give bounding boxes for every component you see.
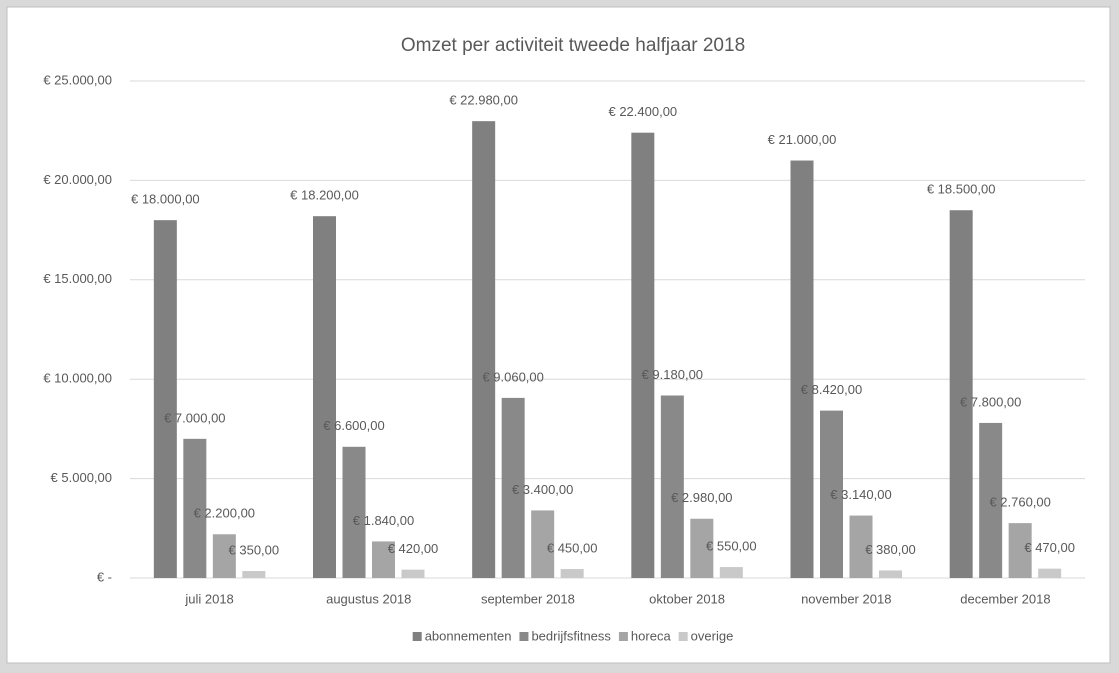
- y-tick-label: € -: [97, 569, 112, 584]
- data-label: € 1.840,00: [353, 513, 414, 528]
- bar: [531, 510, 555, 578]
- data-label: € 18.200,00: [290, 188, 359, 203]
- bar: [949, 210, 973, 578]
- data-label: € 7.000,00: [164, 410, 225, 425]
- bar: [979, 422, 1003, 578]
- bar: [342, 446, 366, 578]
- bar: [660, 395, 684, 578]
- chart-title: Omzet per activiteit tweede halfjaar 201…: [401, 35, 745, 56]
- data-label: € 550,00: [706, 539, 757, 554]
- bar: [1008, 523, 1032, 578]
- y-tick-label: € 25.000,00: [43, 72, 112, 87]
- bar: [820, 410, 843, 578]
- y-tick-label: € 15.000,00: [43, 271, 112, 286]
- data-label: € 7.800,00: [960, 394, 1021, 409]
- bar: [372, 541, 395, 578]
- data-label: € 350,00: [229, 542, 280, 557]
- bar: [313, 216, 336, 578]
- bar: [153, 220, 177, 578]
- x-tick-label: december 2018: [960, 591, 1050, 606]
- data-label: € 9.180,00: [642, 367, 703, 382]
- data-label: € 470,00: [1024, 540, 1075, 555]
- bar: [849, 515, 873, 578]
- data-label: € 2.760,00: [989, 495, 1050, 510]
- legend-swatch: [519, 632, 529, 641]
- data-label: € 6.600,00: [323, 418, 384, 433]
- bar: [183, 438, 207, 578]
- bar: [690, 518, 714, 578]
- x-tick-label: november 2018: [801, 591, 891, 606]
- data-label: € 2.980,00: [671, 490, 732, 505]
- data-label: € 3.400,00: [512, 482, 573, 497]
- bar: [501, 397, 525, 578]
- data-label: € 450,00: [547, 540, 598, 555]
- bar: [790, 160, 814, 578]
- y-tick-label: € 20.000,00: [43, 172, 112, 187]
- data-label: € 18.000,00: [131, 192, 200, 207]
- x-tick-label: augustus 2018: [326, 591, 411, 606]
- x-tick-label: oktober 2018: [649, 591, 725, 606]
- legend-swatch: [618, 632, 628, 641]
- bar: [719, 567, 743, 578]
- legend-label: bedrijfsfitness: [531, 628, 611, 643]
- y-tick-label: € 5.000,00: [51, 470, 112, 485]
- data-label: € 22.980,00: [449, 93, 518, 108]
- legend-label: horeca: [631, 628, 672, 643]
- data-label: € 9.060,00: [482, 369, 543, 384]
- data-label: € 8.420,00: [801, 382, 862, 397]
- legend-label: overige: [691, 628, 734, 643]
- bar: [472, 121, 496, 579]
- x-tick-label: juli 2018: [184, 591, 233, 606]
- legend-swatch: [678, 632, 688, 641]
- bar: [401, 569, 425, 578]
- data-label: € 22.400,00: [608, 104, 677, 119]
- legend-label: abonnementen: [425, 628, 512, 643]
- data-label: € 3.140,00: [830, 487, 891, 502]
- data-label: € 380,00: [865, 542, 916, 557]
- bar: [242, 571, 266, 578]
- data-label: € 21.000,00: [768, 132, 837, 147]
- bar: [1038, 568, 1062, 578]
- y-tick-label: € 10.000,00: [43, 371, 112, 386]
- data-label: € 420,00: [388, 541, 439, 556]
- data-label: € 18.500,00: [927, 182, 996, 197]
- bar: [212, 534, 236, 578]
- bar: [631, 132, 655, 579]
- bar: [879, 570, 902, 578]
- legend-swatch: [412, 632, 422, 641]
- x-tick-label: september 2018: [481, 591, 575, 606]
- bar: [560, 569, 584, 578]
- data-label: € 2.200,00: [194, 506, 255, 521]
